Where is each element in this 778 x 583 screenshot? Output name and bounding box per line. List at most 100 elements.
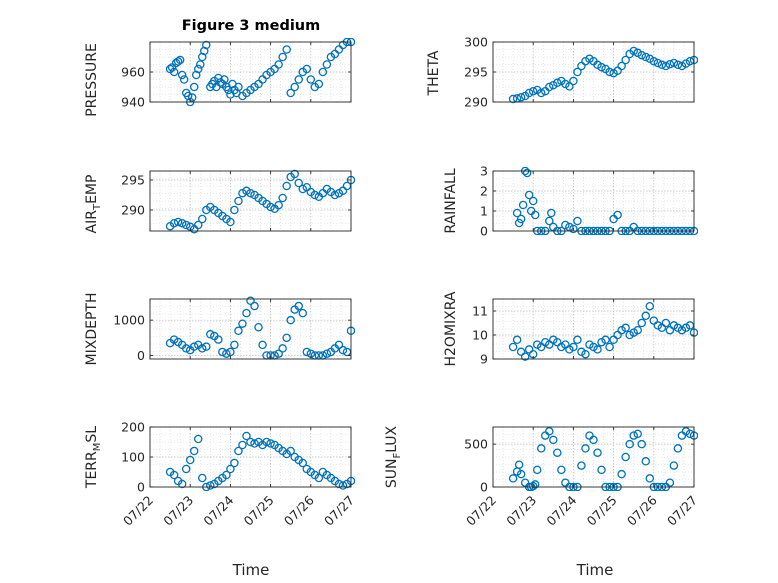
x-tick-label: 07/23 xyxy=(503,493,539,529)
data-point xyxy=(246,437,255,447)
data-point xyxy=(665,59,675,69)
y-tick-label: 100 xyxy=(121,450,145,465)
ylabel-air-temp: AIRTEMP xyxy=(84,175,103,234)
data-point xyxy=(508,342,518,352)
series-markers xyxy=(508,46,698,104)
data-point xyxy=(565,82,574,91)
data-point xyxy=(189,82,199,92)
data-point xyxy=(278,344,287,353)
ylabel-theta: THETA xyxy=(426,50,442,96)
data-point xyxy=(294,301,303,311)
data-point xyxy=(286,315,295,325)
data-point xyxy=(230,205,239,215)
data-point xyxy=(581,444,590,453)
data-point xyxy=(202,40,211,50)
axes-h2omixra: 9 10 11 xyxy=(472,298,698,367)
y-tick-label: 0 xyxy=(480,224,488,239)
y-tick-label: 1 xyxy=(480,204,488,219)
axes-box xyxy=(492,298,695,360)
ylabel-pressure: PRESSURE xyxy=(84,43,100,117)
data-point xyxy=(286,446,295,456)
data-point xyxy=(561,220,570,230)
data-point xyxy=(198,473,207,483)
data-point xyxy=(290,169,299,179)
data-point xyxy=(520,352,530,361)
data-point xyxy=(512,208,522,218)
x-tick-label: 07/22 xyxy=(120,493,156,529)
data-point xyxy=(573,216,582,226)
data-point xyxy=(254,322,263,332)
series-markers xyxy=(165,431,355,491)
x-tick-label: 07/26 xyxy=(281,492,317,528)
data-point xyxy=(569,76,578,86)
data-point xyxy=(181,220,191,230)
data-point xyxy=(278,52,287,62)
data-point xyxy=(302,64,312,74)
data-point xyxy=(669,58,679,68)
data-point xyxy=(514,218,524,228)
data-point xyxy=(181,344,191,353)
data-point xyxy=(322,349,332,358)
data-point xyxy=(573,335,582,345)
data-point xyxy=(278,193,287,203)
data-point xyxy=(274,60,283,69)
y-tick-label: 0 xyxy=(480,480,488,495)
data-point xyxy=(536,88,546,98)
y-tick-label: 3 xyxy=(480,164,488,179)
data-point xyxy=(613,210,622,220)
data-point xyxy=(266,202,275,212)
data-point xyxy=(266,439,275,448)
data-point xyxy=(282,333,291,343)
data-point xyxy=(246,296,255,306)
y-tick-label: 290 xyxy=(464,95,488,110)
axes-mixdepth: 0 1000 xyxy=(113,296,355,363)
data-point xyxy=(238,440,247,450)
data-point xyxy=(629,46,638,56)
data-point xyxy=(553,448,562,457)
data-point xyxy=(338,481,348,490)
series-markers xyxy=(165,296,355,360)
data-point xyxy=(310,190,320,200)
data-point xyxy=(226,464,235,474)
y-tick-label: 9 xyxy=(480,352,488,367)
data-point xyxy=(306,75,316,84)
ylabel-terr-msl: TERRMSL xyxy=(84,426,103,489)
data-point xyxy=(338,345,348,355)
data-point xyxy=(524,190,534,200)
y-tick-label: 500 xyxy=(464,437,488,452)
data-point xyxy=(322,60,332,69)
data-point xyxy=(524,88,534,98)
data-point xyxy=(569,224,578,234)
data-point xyxy=(193,64,203,74)
data-point xyxy=(177,70,187,80)
data-point xyxy=(641,457,651,466)
x-tick-label: 07/24 xyxy=(200,492,236,528)
data-point xyxy=(508,474,518,483)
y-tick-label: 11 xyxy=(472,304,488,319)
data-point xyxy=(530,210,540,220)
axes-sun-flux: 0 500 07/22 07/23 07/24 07/25 07/26 07/27 xyxy=(463,426,700,529)
data-point xyxy=(669,461,679,470)
data-point xyxy=(633,429,642,439)
data-point xyxy=(314,79,324,89)
y-tick-label: 290 xyxy=(121,203,145,218)
data-point xyxy=(173,57,183,66)
data-point xyxy=(621,55,630,65)
data-point xyxy=(597,62,606,72)
data-point xyxy=(218,347,227,357)
data-point xyxy=(581,349,590,359)
data-point xyxy=(549,435,558,445)
data-point xyxy=(242,308,251,318)
data-point xyxy=(569,342,578,352)
y-tick-label: 0 xyxy=(137,480,145,495)
data-point xyxy=(187,93,197,102)
data-point xyxy=(637,318,646,328)
data-point xyxy=(641,311,651,321)
ylabel-sun-flux: SUNFLUX xyxy=(384,425,403,488)
data-point xyxy=(294,178,303,188)
data-point xyxy=(516,92,526,102)
data-point xyxy=(177,479,187,489)
data-point xyxy=(169,67,179,77)
y-tick-label: 0 xyxy=(137,348,145,363)
data-point xyxy=(179,75,189,84)
